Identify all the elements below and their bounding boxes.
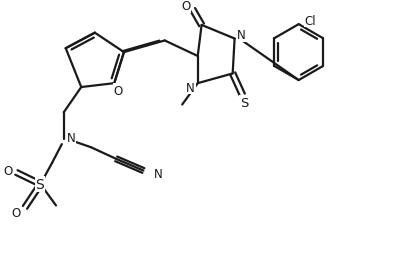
Text: N: N xyxy=(154,167,162,180)
Text: S: S xyxy=(35,177,44,191)
Text: S: S xyxy=(240,97,249,110)
Text: N: N xyxy=(186,81,195,94)
Text: O: O xyxy=(12,206,21,219)
Text: O: O xyxy=(114,84,123,97)
Text: N: N xyxy=(66,132,75,145)
Text: O: O xyxy=(3,164,12,177)
Text: O: O xyxy=(181,0,190,13)
Text: Cl: Cl xyxy=(304,15,316,28)
Text: N: N xyxy=(237,29,246,42)
